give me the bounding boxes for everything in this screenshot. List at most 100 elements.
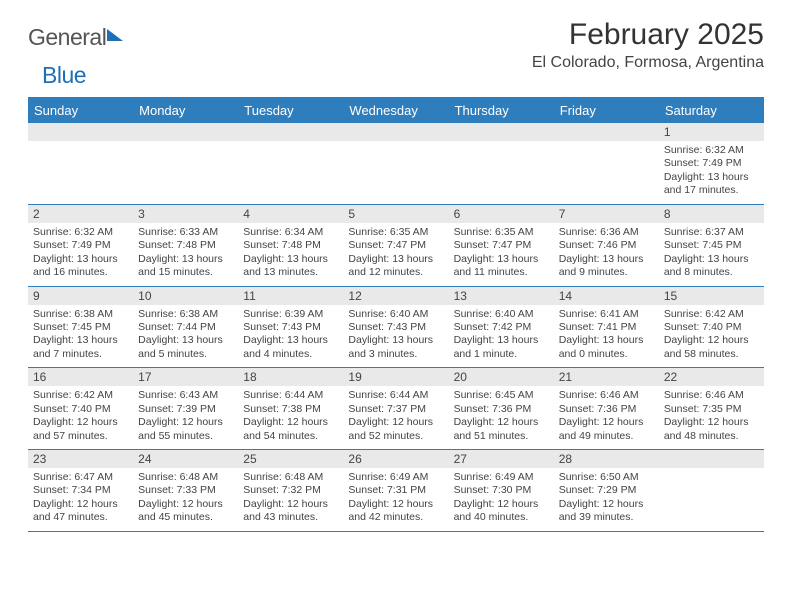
day-details: Sunrise: 6:38 AMSunset: 7:45 PMDaylight:…	[28, 305, 133, 368]
day-detail-line: Sunset: 7:48 PM	[243, 239, 338, 252]
calendar-day-cell: 10 Sunrise: 6:38 AMSunset: 7:44 PMDayligh…	[133, 286, 238, 368]
day-detail-line: and 47 minutes.	[33, 511, 128, 524]
day-detail-line: Sunset: 7:35 PM	[664, 403, 759, 416]
day-details: Sunrise: 6:50 AMSunset: 7:29 PMDaylight:…	[554, 468, 659, 531]
day-detail-line: Daylight: 13 hours	[348, 334, 443, 347]
day-detail-line: Sunrise: 6:49 AM	[454, 471, 549, 484]
day-detail-line: Sunset: 7:45 PM	[664, 239, 759, 252]
day-detail-line: Sunrise: 6:40 AM	[454, 308, 549, 321]
day-detail-line: and 11 minutes.	[454, 266, 549, 279]
weekday-header: Monday	[133, 98, 238, 123]
day-details: Sunrise: 6:48 AMSunset: 7:32 PMDaylight:…	[238, 468, 343, 531]
day-number: 14	[554, 287, 659, 305]
day-detail-line: Sunset: 7:41 PM	[559, 321, 654, 334]
day-detail-line: Daylight: 12 hours	[33, 498, 128, 511]
day-number: 21	[554, 368, 659, 386]
day-detail-line: Daylight: 12 hours	[348, 416, 443, 429]
day-number: 19	[343, 368, 448, 386]
day-detail-line: Sunset: 7:43 PM	[348, 321, 443, 334]
calendar-day-cell: 23Sunrise: 6:47 AMSunset: 7:34 PMDayligh…	[28, 450, 133, 532]
day-detail-line: Sunset: 7:43 PM	[243, 321, 338, 334]
day-detail-line: Sunset: 7:49 PM	[33, 239, 128, 252]
day-detail-line: Sunrise: 6:49 AM	[348, 471, 443, 484]
day-number: 10	[133, 287, 238, 305]
day-number: 5	[343, 205, 448, 223]
day-details	[659, 468, 764, 528]
day-details	[28, 141, 133, 201]
calendar-day-cell: 8Sunrise: 6:37 AMSunset: 7:45 PMDaylight…	[659, 204, 764, 286]
day-detail-line: Daylight: 12 hours	[454, 416, 549, 429]
day-detail-line: Sunrise: 6:44 AM	[348, 389, 443, 402]
calendar-day-cell: 6Sunrise: 6:35 AMSunset: 7:47 PMDaylight…	[449, 204, 554, 286]
weekday-header: Friday	[554, 98, 659, 123]
calendar-day-cell: 26Sunrise: 6:49 AMSunset: 7:31 PMDayligh…	[343, 450, 448, 532]
day-details: Sunrise: 6:42 AMSunset: 7:40 PMDaylight:…	[28, 386, 133, 449]
day-detail-line: and 43 minutes.	[243, 511, 338, 524]
day-details: Sunrise: 6:49 AMSunset: 7:30 PMDaylight:…	[449, 468, 554, 531]
calendar-day-cell: 17Sunrise: 6:43 AMSunset: 7:39 PMDayligh…	[133, 368, 238, 450]
day-number: 12	[343, 287, 448, 305]
calendar-day-cell: 25Sunrise: 6:48 AMSunset: 7:32 PMDayligh…	[238, 450, 343, 532]
day-detail-line: Sunrise: 6:50 AM	[559, 471, 654, 484]
day-detail-line: and 40 minutes.	[454, 511, 549, 524]
day-number: 26	[343, 450, 448, 468]
day-details: Sunrise: 6:35 AMSunset: 7:47 PMDaylight:…	[449, 223, 554, 286]
day-number: 7	[554, 205, 659, 223]
logo-word-1: General	[28, 24, 106, 51]
day-detail-line: Sunset: 7:39 PM	[138, 403, 233, 416]
day-detail-line: Daylight: 12 hours	[348, 498, 443, 511]
day-detail-line: Sunset: 7:30 PM	[454, 484, 549, 497]
day-details	[238, 141, 343, 201]
day-detail-line: Daylight: 13 hours	[138, 334, 233, 347]
weekday-header: Saturday	[659, 98, 764, 123]
day-details: Sunrise: 6:36 AMSunset: 7:46 PMDaylight:…	[554, 223, 659, 286]
day-details: Sunrise: 6:49 AMSunset: 7:31 PMDaylight:…	[343, 468, 448, 531]
calendar-day-cell: 3Sunrise: 6:33 AMSunset: 7:48 PMDaylight…	[133, 204, 238, 286]
day-detail-line: Daylight: 13 hours	[243, 334, 338, 347]
day-details: Sunrise: 6:40 AMSunset: 7:42 PMDaylight:…	[449, 305, 554, 368]
day-number: 28	[554, 450, 659, 468]
day-number: 8	[659, 205, 764, 223]
calendar-page: General February 2025 El Colorado, Formo…	[0, 0, 792, 542]
day-detail-line: Daylight: 13 hours	[138, 253, 233, 266]
calendar-day-cell	[659, 450, 764, 532]
day-detail-line: Daylight: 12 hours	[559, 498, 654, 511]
day-detail-line: Sunset: 7:36 PM	[454, 403, 549, 416]
title-block: February 2025 El Colorado, Formosa, Arge…	[532, 18, 764, 72]
day-detail-line: and 5 minutes.	[138, 348, 233, 361]
day-detail-line: Sunset: 7:36 PM	[559, 403, 654, 416]
calendar-week-row: 16Sunrise: 6:42 AMSunset: 7:40 PMDayligh…	[28, 368, 764, 450]
day-number: 9	[28, 287, 133, 305]
day-detail-line: Sunset: 7:48 PM	[138, 239, 233, 252]
calendar-day-cell: 1Sunrise: 6:32 AMSunset: 7:49 PMDaylight…	[659, 123, 764, 205]
weekday-header: Sunday	[28, 98, 133, 123]
day-number: 1	[659, 123, 764, 141]
weekday-header: Tuesday	[238, 98, 343, 123]
day-detail-line: Sunrise: 6:39 AM	[243, 308, 338, 321]
day-detail-line: Sunrise: 6:48 AM	[138, 471, 233, 484]
day-detail-line: Sunrise: 6:36 AM	[559, 226, 654, 239]
day-number: 17	[133, 368, 238, 386]
day-details: Sunrise: 6:32 AMSunset: 7:49 PMDaylight:…	[28, 223, 133, 286]
day-number	[659, 450, 764, 468]
day-details: Sunrise: 6:33 AMSunset: 7:48 PMDaylight:…	[133, 223, 238, 286]
day-detail-line: Daylight: 12 hours	[138, 416, 233, 429]
day-detail-line: Sunset: 7:44 PM	[138, 321, 233, 334]
day-details: Sunrise: 6:39 AMSunset: 7:43 PMDaylight:…	[238, 305, 343, 368]
day-detail-line: and 3 minutes.	[348, 348, 443, 361]
day-detail-line: and 39 minutes.	[559, 511, 654, 524]
calendar-day-cell	[28, 123, 133, 205]
day-detail-line: Daylight: 12 hours	[664, 334, 759, 347]
day-number: 6	[449, 205, 554, 223]
day-details: Sunrise: 6:32 AMSunset: 7:49 PMDaylight:…	[659, 141, 764, 204]
day-detail-line: Daylight: 13 hours	[33, 334, 128, 347]
weekday-header-row: Sunday Monday Tuesday Wednesday Thursday…	[28, 98, 764, 123]
day-details	[133, 141, 238, 201]
day-detail-line: Sunrise: 6:38 AM	[138, 308, 233, 321]
day-details: Sunrise: 6:46 AMSunset: 7:35 PMDaylight:…	[659, 386, 764, 449]
calendar-day-cell: 11Sunrise: 6:39 AMSunset: 7:43 PMDayligh…	[238, 286, 343, 368]
day-details: Sunrise: 6:48 AMSunset: 7:33 PMDaylight:…	[133, 468, 238, 531]
calendar-day-cell	[238, 123, 343, 205]
day-detail-line: Daylight: 13 hours	[664, 253, 759, 266]
calendar-day-cell: 20Sunrise: 6:45 AMSunset: 7:36 PMDayligh…	[449, 368, 554, 450]
